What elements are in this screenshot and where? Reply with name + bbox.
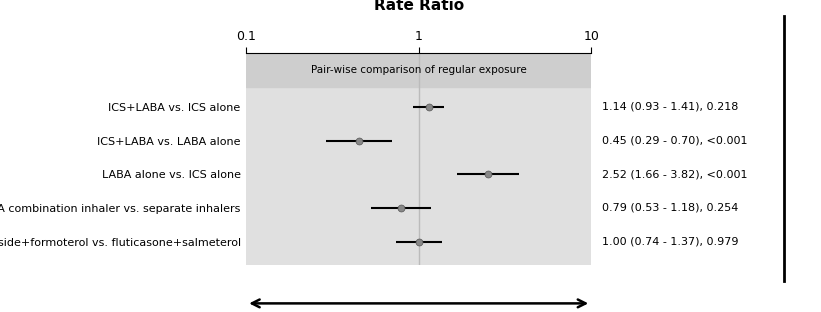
Text: 1.00 (0.74 - 1.37), 0.979: 1.00 (0.74 - 1.37), 0.979 (603, 236, 739, 246)
Bar (246, 53, 591, 87)
Text: 2.52 (1.66 - 3.82), <0.001: 2.52 (1.66 - 3.82), <0.001 (603, 169, 748, 179)
Title: Rate Ratio: Rate Ratio (374, 0, 464, 13)
Text: 0.45 (0.29 - 0.70), <0.001: 0.45 (0.29 - 0.70), <0.001 (603, 136, 748, 146)
Text: 0.79 (0.53 - 1.18), 0.254: 0.79 (0.53 - 1.18), 0.254 (603, 203, 739, 213)
Text: Pair-wise comparison of regular exposure: Pair-wise comparison of regular exposure (311, 65, 526, 75)
Text: 1.14 (0.93 - 1.41), 0.218: 1.14 (0.93 - 1.41), 0.218 (603, 102, 739, 112)
